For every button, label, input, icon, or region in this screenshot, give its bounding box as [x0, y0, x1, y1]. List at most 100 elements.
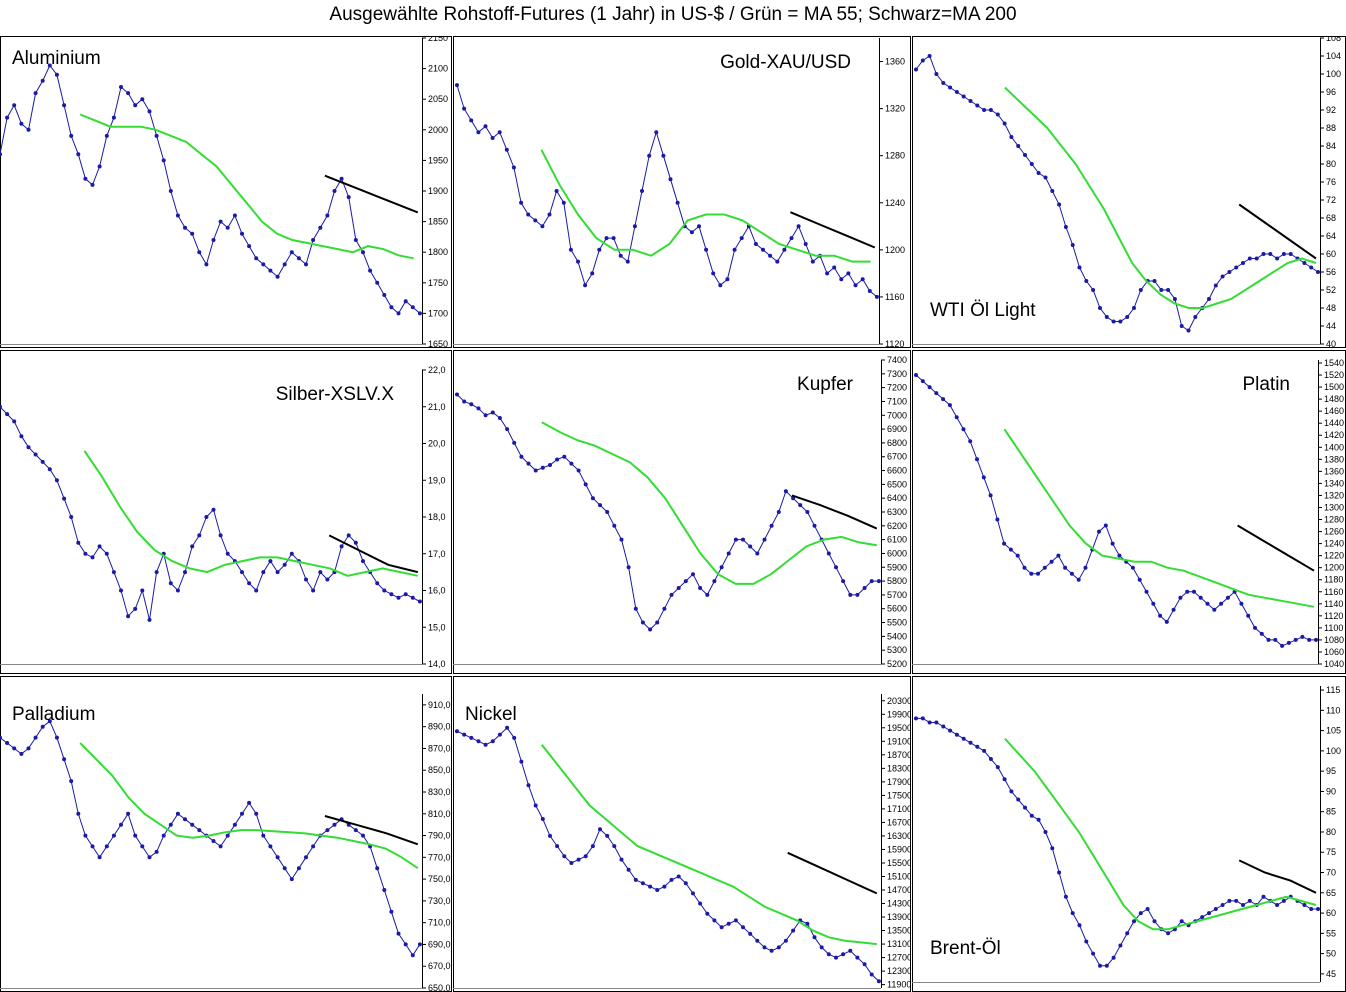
kupfer-frame	[453, 350, 911, 674]
nickel-ytick-label: 20300	[887, 696, 911, 706]
chart-silber: 22,0 21,0 20,0 19,0 18,0 17,0 16,0 15,0 14,0 Silb…	[0, 350, 452, 674]
brent-l-price-point	[920, 716, 925, 721]
palladium-price-point	[119, 822, 123, 827]
gold-xau-usd-price-point	[533, 218, 538, 223]
brent-l-price-point	[1057, 870, 1062, 875]
aluminium-ytick-label: 2150	[428, 36, 448, 43]
gold-xau-usd-price-point	[497, 130, 502, 135]
platin-price-point	[1151, 601, 1156, 606]
platin-ytick-label: 1500	[1324, 382, 1344, 392]
gold-xau-usd-price-point	[810, 259, 815, 264]
platin-price-point	[995, 517, 1000, 522]
nickel-ytick-label: 15100	[887, 871, 911, 881]
wti-l-light-price-point	[1268, 252, 1273, 256]
palladium-price-point	[296, 866, 301, 871]
aluminium-ytick-label: 1800	[428, 247, 448, 257]
wti-l-light-price-point	[1254, 256, 1259, 261]
nickel-ytick-label: 16700	[887, 817, 911, 827]
wti-l-light-price-point	[982, 108, 987, 112]
brent-l-price-point	[927, 720, 932, 725]
nickel-price-point	[540, 817, 545, 821]
aluminium-ytick-label: 1750	[428, 278, 448, 288]
kupfer-price-point	[862, 586, 867, 590]
palladium-price-point	[161, 833, 166, 838]
aluminium-price-point	[76, 152, 81, 157]
platin-ytick-label: 1040	[1324, 659, 1344, 669]
brent-l-price-point	[1220, 903, 1225, 907]
wti-l-light-price-point	[1309, 265, 1314, 270]
platin-ytick-label: 1260	[1324, 527, 1344, 537]
palladium-price-point	[389, 909, 394, 914]
nickel-ytick-label: 15900	[887, 844, 911, 854]
kupfer-price-point	[798, 503, 803, 508]
brent-l-ytick-label: 45	[1326, 969, 1336, 979]
silber-xslv-x-price-point	[126, 614, 131, 619]
palladium-ytick-label: 670,0	[428, 961, 451, 971]
brent-l-ytick-label: 90	[1326, 786, 1336, 796]
nickel-price-point	[726, 921, 731, 926]
page-title: Ausgewählte Rohstoff-Futures (1 Jahr) in…	[329, 4, 1017, 25]
nickel-ytick-label: 19900	[887, 709, 911, 719]
brent-l-price-point	[1247, 898, 1252, 903]
palladium-ytick-label: 810,0	[428, 809, 451, 819]
gold-xau-usd-price-point	[839, 277, 844, 282]
brent-l-price-point	[934, 720, 939, 725]
platin-price-point	[927, 385, 932, 390]
platin-ytick-label: 1280	[1324, 515, 1344, 525]
brent-l-ytick-label: 100	[1326, 746, 1341, 756]
wti-l-light-price-point	[1234, 265, 1239, 270]
kupfer-ytick-label: 7000	[887, 410, 907, 420]
nickel-price-point	[769, 948, 774, 953]
nickel-price-point	[555, 844, 560, 849]
wti-l-light-price-point	[995, 112, 1000, 117]
aluminium-ytick-label: 1950	[428, 155, 448, 165]
gold-xau-usd-ytick-label: 1120	[885, 339, 904, 348]
aluminium-price-point	[282, 262, 287, 267]
brent-l-price-point	[948, 728, 953, 733]
aluminium-price-point	[218, 219, 223, 224]
platin-price-point	[1225, 595, 1230, 600]
wti-l-light-ytick-label: 80	[1326, 159, 1336, 169]
kupfer-ytick-label: 6800	[887, 438, 907, 448]
silber-xslv-x-ytick-label: 19,0	[428, 475, 446, 485]
wti-l-light-ytick-label: 100	[1326, 69, 1341, 79]
wti-l-light-price-point	[1220, 274, 1225, 279]
nickel-ytick-label: 17500	[887, 790, 911, 800]
palladium-price-point	[76, 811, 81, 816]
aluminium-price-point	[353, 238, 358, 242]
aluminium-price-point	[254, 256, 259, 261]
gold-xau-usd-price-point	[732, 247, 737, 252]
kupfer-price-point	[834, 565, 838, 570]
gold-xau-usd-price-point	[725, 277, 730, 282]
platin-ytick-label: 1480	[1324, 394, 1344, 404]
brent-l-ytick-label: 55	[1326, 928, 1336, 938]
aluminium-price-point	[26, 127, 31, 132]
gold-xau-usd-price-point	[526, 212, 531, 217]
wti-l-light-price-point	[1016, 144, 1021, 148]
aluminium-ytick-label: 1700	[428, 308, 448, 318]
wti-l-light-ytick-label: 68	[1326, 213, 1336, 223]
kupfer-price-point	[455, 392, 459, 397]
silber-xslv-x-price-point	[175, 588, 180, 593]
brent-l-price-point	[1152, 919, 1157, 924]
brent-l-ytick-label: 80	[1326, 827, 1336, 837]
gold-xau-usd-price-point	[597, 247, 602, 252]
aluminium-price-point	[304, 262, 308, 267]
brent-l-ytick-label: 95	[1326, 766, 1336, 776]
gold-xau-usd-price-point	[462, 106, 467, 111]
brent-l-price-point	[1179, 919, 1184, 924]
kupfer-ma55-line	[541, 421, 877, 585]
gold-xau-usd-price-point	[490, 136, 495, 140]
chart-gold: 1360 1320 1280 1240 1200 1160 1120 Gold-XAU/USD	[453, 36, 911, 348]
kupfer-price-point	[676, 586, 681, 590]
gold-xau-usd-price-point	[611, 236, 616, 241]
palladium-price-point	[0, 735, 2, 740]
aluminium-price-point	[275, 274, 280, 279]
silber-xslv-x-price-point	[311, 588, 316, 593]
palladium-price-point	[325, 828, 330, 833]
palladium-price-point	[168, 822, 173, 827]
wti-l-light-ytick-label: 104	[1326, 51, 1341, 61]
nickel-price-point	[841, 952, 846, 957]
wti-l-light-price-point	[1186, 328, 1191, 333]
platin-price-point	[1002, 541, 1007, 546]
